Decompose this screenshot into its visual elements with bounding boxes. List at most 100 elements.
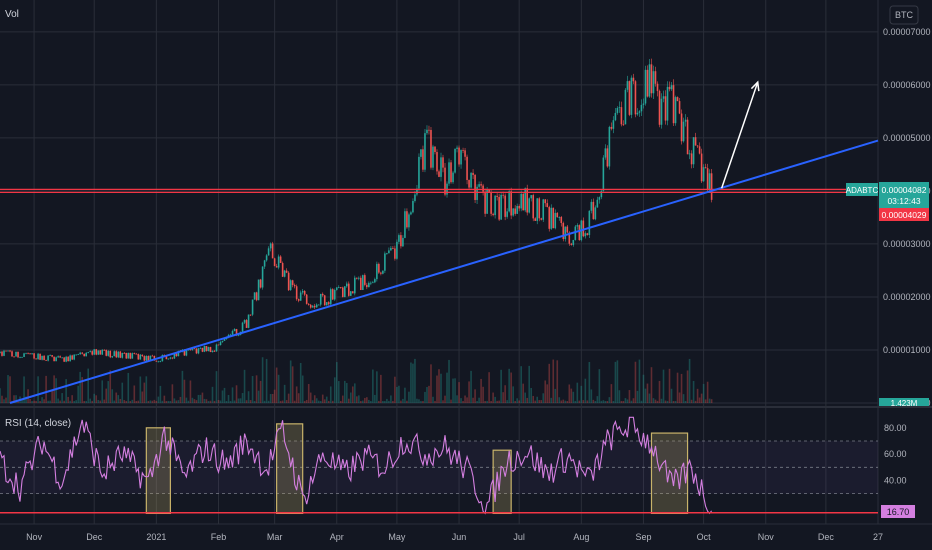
candle-body — [534, 218, 537, 221]
candle-body — [347, 283, 350, 296]
candle-body — [690, 153, 693, 165]
volume-bar — [233, 400, 236, 403]
volume-bar — [582, 400, 585, 403]
candle-body — [686, 119, 689, 155]
volume-bar — [87, 368, 90, 403]
candle-body — [307, 303, 310, 305]
candle-body — [67, 356, 69, 362]
candle-body — [554, 212, 557, 229]
volume-bar — [25, 396, 27, 403]
volume-bar — [179, 396, 182, 403]
candle-body — [504, 195, 506, 217]
candle-body — [219, 341, 222, 346]
volume-bar — [420, 400, 422, 403]
volume-bar — [516, 398, 518, 403]
volume-bar — [193, 399, 196, 403]
candle-body — [143, 356, 146, 361]
volume-bar — [618, 390, 621, 403]
volume-bar — [275, 367, 278, 403]
volume-bar — [305, 399, 308, 403]
candle-body — [658, 90, 661, 125]
candle-body — [69, 355, 71, 362]
candle-body — [141, 354, 144, 357]
candle-body — [458, 147, 460, 165]
candle-body — [426, 129, 428, 134]
candle-body — [640, 104, 643, 112]
candle-body — [602, 157, 605, 191]
volume-bar — [590, 389, 593, 403]
volume-bar — [265, 358, 268, 403]
volume-bar — [586, 400, 589, 403]
volume-bar — [384, 400, 386, 403]
volume-bar — [430, 364, 432, 403]
volume-bar — [548, 363, 551, 403]
volume-bar — [49, 400, 51, 403]
volume-bar — [223, 387, 226, 403]
candle-body — [664, 96, 667, 121]
candle-body — [75, 354, 77, 356]
volume-bar — [512, 386, 514, 403]
volume-bar — [490, 400, 492, 403]
volume-bar — [279, 400, 282, 403]
volume-bar — [394, 376, 396, 403]
candle-body — [319, 293, 322, 305]
candle-body — [496, 195, 498, 198]
candle-body — [594, 207, 597, 220]
volume-bar — [199, 394, 202, 403]
candle-body — [217, 344, 220, 346]
volume-bar — [674, 400, 677, 403]
candle-body — [654, 71, 657, 84]
volume-bar — [514, 400, 516, 403]
volume-bar — [686, 370, 689, 403]
candle-body — [125, 352, 128, 359]
last-price-badge: 0.00004082 03:12:43 — [879, 182, 929, 208]
candle-body — [77, 354, 79, 356]
volume-bar — [380, 374, 382, 403]
volume-bar — [684, 400, 687, 403]
candle-body — [177, 350, 180, 357]
candle-body — [470, 172, 472, 188]
volume-bar — [121, 382, 124, 403]
x-tick-label: Nov — [758, 532, 775, 542]
volume-bar — [109, 370, 112, 403]
candle-body — [706, 168, 709, 190]
candle-body — [452, 172, 454, 183]
candle-body — [247, 314, 250, 328]
candle-body — [253, 292, 256, 300]
volume-bar — [43, 399, 45, 403]
volume-bar — [249, 400, 252, 403]
volume-bar — [211, 386, 214, 403]
candle-body — [440, 157, 442, 177]
volume-bar — [648, 393, 651, 403]
candle-body — [297, 299, 300, 301]
volume-bar — [466, 397, 468, 403]
volume-bar — [17, 400, 19, 403]
currency-button[interactable]: BTC — [889, 5, 919, 25]
x-tick-label: Nov — [26, 532, 43, 542]
volume-bar — [253, 400, 256, 403]
candle-body — [418, 156, 420, 189]
volume-bar — [325, 396, 328, 403]
volume-bar — [117, 395, 120, 403]
volume-bar — [374, 394, 376, 403]
volume-bar — [143, 382, 146, 403]
candle-body — [572, 239, 575, 245]
volume-bar — [636, 390, 639, 403]
volume-bar — [500, 369, 502, 403]
candle-body — [45, 360, 47, 361]
volume-bar — [610, 384, 613, 403]
volume-bar — [352, 386, 354, 403]
volume-bar — [458, 382, 460, 403]
candle-body — [536, 198, 539, 221]
line-price-text: 0.00004029 — [882, 210, 927, 220]
volume-bar — [137, 400, 140, 403]
candle-body — [209, 347, 212, 353]
volume-bar — [568, 384, 571, 403]
volume-bar — [247, 391, 250, 403]
volume-bar — [448, 359, 450, 403]
volume-bar — [550, 397, 553, 403]
volume-bar — [622, 400, 625, 403]
candle-body — [422, 149, 424, 170]
candle-body — [638, 111, 641, 113]
